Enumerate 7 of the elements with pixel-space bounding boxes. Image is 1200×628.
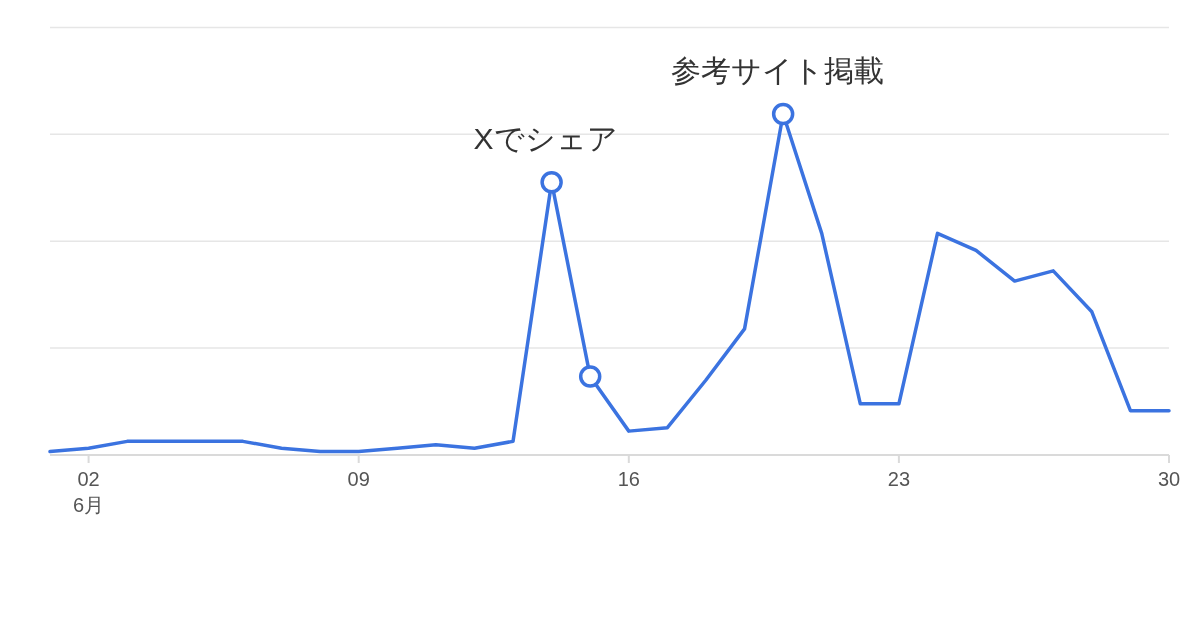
x-tick-label: 09 xyxy=(347,468,370,490)
annotation: 参考サイト掲載 xyxy=(670,54,884,87)
x-tick-label: 30 xyxy=(1157,468,1181,490)
x-tick-label: 02 6月 xyxy=(73,468,105,516)
x-tick-label: 23 xyxy=(887,468,911,490)
annotation: Xでシェア xyxy=(473,122,618,156)
x-tick-label: 16 xyxy=(617,468,640,490)
